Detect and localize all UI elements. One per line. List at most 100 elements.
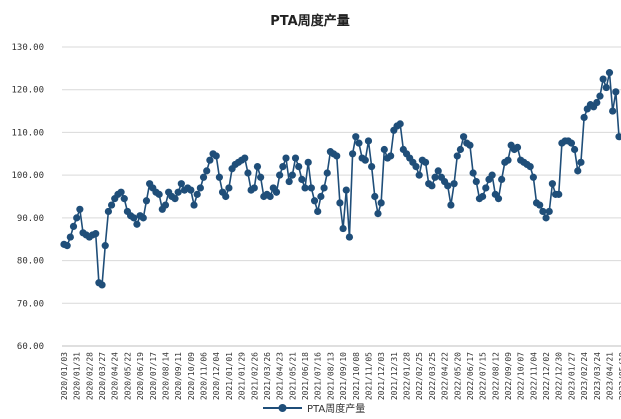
data-point <box>225 184 233 192</box>
data-point <box>345 233 354 241</box>
data-point <box>355 139 363 147</box>
data-point <box>460 133 468 141</box>
x-tick-label: 2020/03/27 <box>98 352 107 400</box>
x-tick-label: 2023/01/27 <box>567 352 576 400</box>
data-point <box>615 133 621 141</box>
y-tick-label: 100.00 <box>11 171 44 181</box>
data-point <box>155 190 163 198</box>
data-point <box>421 158 430 166</box>
data-point <box>349 150 357 158</box>
data-point <box>63 242 71 250</box>
data-point <box>92 230 100 238</box>
data-point <box>368 163 376 171</box>
x-tick-label: 2020/11/06 <box>200 352 209 400</box>
x-tick-label: 2020/09/11 <box>174 352 183 400</box>
data-point <box>380 145 388 154</box>
data-point <box>472 177 480 186</box>
x-axis-ticks: 2020/01/03 2020/01/31 2020/02/28 2020/03/27… <box>60 352 621 400</box>
x-tick-label: 2020/06/19 <box>136 352 145 400</box>
data-point <box>288 171 296 179</box>
data-point <box>513 143 522 151</box>
data-point <box>199 173 208 181</box>
data-point <box>342 186 350 194</box>
data-point <box>187 186 195 194</box>
data-point <box>323 169 331 177</box>
data-point <box>69 222 78 230</box>
data-point <box>203 167 211 175</box>
data-point <box>212 152 220 160</box>
data-point <box>298 175 306 184</box>
data-point <box>333 152 341 160</box>
x-tick-label: 2020/05/22 <box>123 352 132 400</box>
gridlines <box>62 46 621 347</box>
x-tick-label: 2022/10/07 <box>517 352 526 400</box>
x-tick-label: 2021/10/08 <box>352 352 361 400</box>
data-point <box>605 69 614 77</box>
data-point <box>555 190 563 198</box>
x-tick-label: 2021/01/01 <box>225 352 234 400</box>
data-point <box>190 201 198 209</box>
x-tick-label: 2021/04/23 <box>276 352 285 400</box>
data-point <box>104 207 112 216</box>
series-pta-weekly-output <box>60 69 621 289</box>
data-point <box>571 145 579 154</box>
data-point <box>482 184 490 192</box>
data-point <box>456 145 465 154</box>
x-tick-label: 2023/05/19 <box>618 352 621 400</box>
data-point <box>142 197 151 205</box>
data-point <box>336 199 344 207</box>
x-tick-label: 2022/02/25 <box>415 352 424 400</box>
x-tick-label: 2022/04/22 <box>441 352 450 400</box>
x-tick-label: 2021/01/29 <box>238 352 247 400</box>
data-point <box>371 192 379 201</box>
data-point <box>266 192 274 201</box>
x-tick-label: 2021/07/16 <box>314 352 323 400</box>
data-point <box>215 173 223 181</box>
data-point <box>415 171 423 179</box>
data-point <box>488 171 496 179</box>
data-point <box>282 154 290 162</box>
x-tick-label: 2021/12/03 <box>377 352 386 400</box>
x-tick-label: 2023/04/21 <box>605 352 614 400</box>
data-point <box>117 188 125 196</box>
data-point <box>314 207 322 216</box>
legend-label: PTA周度产量 <box>307 402 365 415</box>
data-point <box>276 171 284 179</box>
x-tick-label: 2020/08/14 <box>161 352 170 400</box>
x-tick-label: 2022/12/02 <box>542 352 551 400</box>
y-tick-label: 90.00 <box>17 214 44 224</box>
data-point <box>291 154 300 162</box>
data-point <box>374 209 382 218</box>
data-point <box>466 141 474 149</box>
y-tick-label: 120.00 <box>11 86 44 96</box>
data-point <box>387 152 395 160</box>
data-point <box>450 180 458 188</box>
x-tick-label: 2020/01/03 <box>60 352 69 400</box>
data-point <box>596 92 604 100</box>
data-point <box>139 214 147 222</box>
data-point <box>539 207 547 216</box>
data-point <box>101 242 109 250</box>
data-point <box>504 156 512 164</box>
data-point <box>107 201 116 209</box>
data-point <box>548 180 557 188</box>
data-point <box>279 163 287 171</box>
data-point <box>317 192 325 201</box>
data-point <box>98 281 106 289</box>
data-point <box>244 169 252 177</box>
x-tick-label: 2022/11/04 <box>529 352 538 400</box>
data-point <box>577 158 585 166</box>
data-point <box>396 120 404 128</box>
data-point <box>76 205 84 213</box>
data-point <box>574 167 582 175</box>
data-point <box>498 175 506 184</box>
data-point <box>580 113 588 122</box>
x-tick-label: 2021/03/26 <box>263 352 272 400</box>
data-point <box>545 207 553 216</box>
x-tick-label: 2022/12/30 <box>555 352 564 400</box>
data-point <box>361 156 369 164</box>
data-point <box>272 188 281 196</box>
y-tick-label: 130.00 <box>11 43 44 53</box>
data-point <box>177 180 185 188</box>
